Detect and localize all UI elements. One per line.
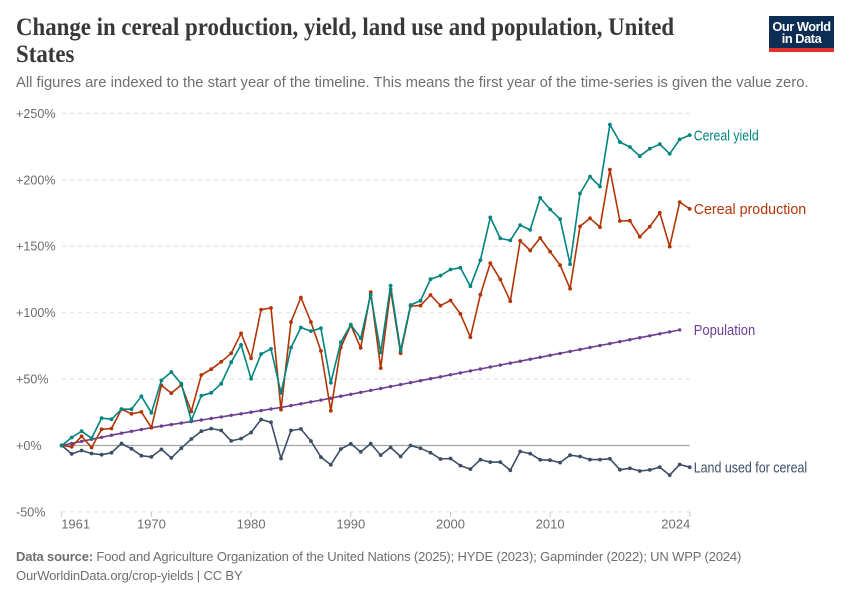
svg-text:1990: 1990 xyxy=(336,517,365,532)
svg-text:1980: 1980 xyxy=(237,517,266,532)
svg-text:Cereal yield: Cereal yield xyxy=(694,127,759,144)
svg-text:+150%: +150% xyxy=(16,240,56,254)
svg-text:Population: Population xyxy=(694,322,756,339)
svg-text:2024: 2024 xyxy=(661,517,690,532)
svg-text:Land used for cereal: Land used for cereal xyxy=(694,459,808,476)
svg-text:+200%: +200% xyxy=(16,173,56,187)
svg-text:1961: 1961 xyxy=(61,517,90,532)
svg-text:2010: 2010 xyxy=(536,517,565,532)
svg-text:+0%: +0% xyxy=(16,439,42,453)
svg-text:Cereal production: Cereal production xyxy=(694,201,807,218)
svg-text:+100%: +100% xyxy=(16,306,56,320)
svg-text:2000: 2000 xyxy=(436,517,465,532)
svg-text:-50%: -50% xyxy=(16,505,45,519)
svg-text:+250%: +250% xyxy=(16,107,56,121)
svg-text:1970: 1970 xyxy=(137,517,166,532)
svg-text:+50%: +50% xyxy=(16,373,49,387)
